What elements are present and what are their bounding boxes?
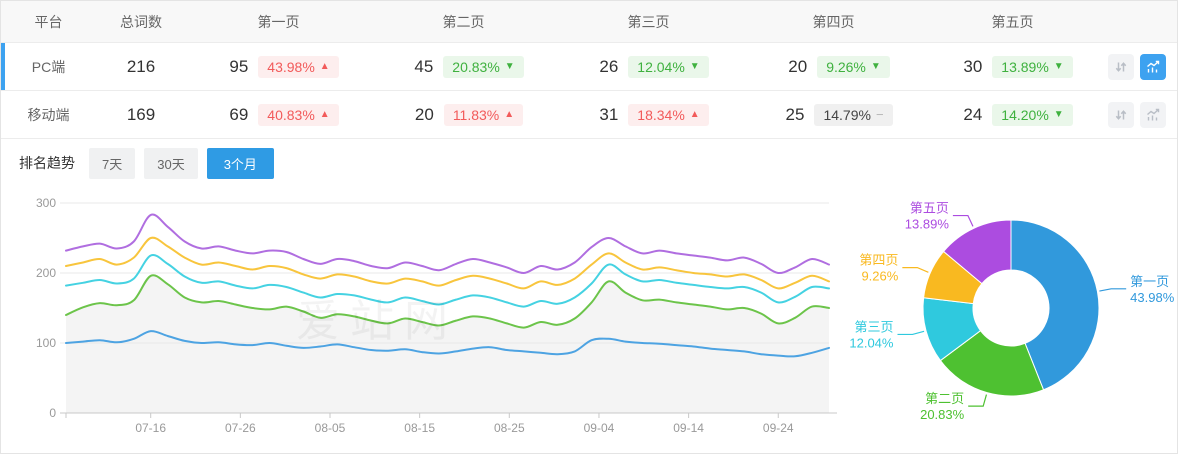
trend-arrow-icon: ▼	[1053, 108, 1064, 120]
trend-arrow-icon: ▲	[319, 108, 330, 120]
trend-arrow-icon: ▼	[870, 60, 881, 72]
page3-cell: 31 18.34% ▲	[556, 103, 741, 126]
svg-text:第五页: 第五页	[909, 201, 948, 216]
page2-count: 20	[414, 104, 434, 124]
page1-change-badge: 43.98% ▲	[258, 55, 339, 78]
trend-arrow-icon: ▼	[1053, 60, 1064, 72]
total-words-value: 216	[126, 56, 156, 76]
table-header: 平台 总词数 第一页 第二页 第三页 第四页 第五页	[1, 1, 1177, 43]
page3-change-badge: 12.04% ▼	[628, 55, 709, 78]
header-page-3: 第三页	[627, 13, 670, 30]
svg-text:09-24: 09-24	[763, 421, 794, 435]
svg-text:第四页: 第四页	[859, 253, 898, 268]
svg-text:07-26: 07-26	[225, 421, 256, 435]
svg-text:08-05: 08-05	[315, 421, 346, 435]
header-page-2: 第二页	[442, 13, 485, 30]
header-page-4: 第四页	[812, 13, 855, 30]
header-platform: 平台	[34, 13, 63, 30]
svg-text:09-04: 09-04	[584, 421, 615, 435]
header-total-words: 总词数	[120, 13, 162, 30]
header-page-1: 第一页	[257, 13, 300, 30]
svg-text:08-25: 08-25	[494, 421, 525, 435]
page3-cell: 26 12.04% ▼	[556, 55, 741, 78]
svg-text:300: 300	[36, 196, 56, 210]
charts-area: 0 100 200 300 07-16 07-26 08-05 08-15 08-25 09-04…	[1, 187, 1177, 453]
total-words-value: 169	[126, 104, 156, 124]
trend-arrow-icon: ▼	[689, 60, 700, 72]
page1-cell: 69 40.83% ▲	[186, 103, 371, 126]
page4-change-badge: 14.79% −	[814, 103, 893, 126]
sort-button[interactable]	[1108, 101, 1134, 128]
rank-trend-line-chart: 0 100 200 300 07-16 07-26 08-05 08-15 08-25 09-04…	[36, 196, 837, 435]
svg-text:12.04%: 12.04%	[849, 335, 894, 350]
svg-text:13.89%: 13.89%	[904, 217, 949, 232]
tab-30-days[interactable]: 30天	[144, 147, 198, 179]
platform-label: 移动端	[27, 106, 70, 123]
trend-arrow-icon: ▲	[319, 60, 330, 72]
page5-count: 24	[963, 104, 983, 124]
show-trend-chart-button[interactable]	[1140, 101, 1166, 128]
page1-change-badge: 40.83% ▲	[258, 103, 339, 126]
sort-arrows-icon	[1115, 61, 1127, 72]
trend-arrow-icon: ▲	[689, 108, 700, 120]
svg-text:200: 200	[36, 266, 56, 280]
platform-label: PC端	[31, 58, 66, 75]
trend-arrow-icon: −	[875, 107, 884, 122]
svg-text:43.98%: 43.98%	[1130, 290, 1175, 305]
page4-cell: 20 9.26% ▼	[741, 55, 926, 78]
trend-arrow-icon: ▼	[504, 60, 515, 72]
svg-text:07-16: 07-16	[135, 421, 166, 435]
svg-text:100: 100	[36, 336, 56, 350]
page4-count: 20	[788, 56, 808, 76]
page5-change-badge: 13.89% ▼	[992, 55, 1073, 78]
trend-toolbar: 排名趋势 7天 30天 3个月	[1, 139, 1177, 187]
sort-arrows-icon	[1115, 109, 1127, 120]
table-row-mobile[interactable]: 移动端 169 69 40.83% ▲ 20 11.83% ▲ 31 18.34% ▲…	[1, 91, 1177, 139]
tab-3-months[interactable]: 3个月	[206, 147, 274, 179]
trend-section-title: 排名趋势	[19, 155, 75, 171]
bar-trend-chart-icon	[1147, 60, 1160, 72]
page2-change-badge: 11.83% ▲	[443, 103, 524, 126]
page5-cell: 30 13.89% ▼	[926, 55, 1099, 78]
page1-count: 69	[229, 104, 249, 124]
page5-cell: 24 14.20% ▼	[926, 103, 1099, 126]
page5-count: 30	[963, 56, 983, 76]
page4-count: 25	[785, 104, 805, 124]
svg-text:9.26%: 9.26%	[861, 269, 898, 284]
page5-change-badge: 14.20% ▼	[992, 103, 1073, 126]
header-page-5: 第五页	[991, 13, 1034, 30]
bar-trend-chart-icon	[1147, 108, 1160, 120]
svg-text:20.83%: 20.83%	[920, 407, 965, 422]
svg-text:第一页: 第一页	[1130, 274, 1169, 289]
page3-change-badge: 18.34% ▲	[628, 103, 709, 126]
table-row-pc[interactable]: PC端 216 95 43.98% ▲ 45 20.83% ▼ 26 12.04% ▼…	[1, 43, 1177, 91]
show-trend-chart-button[interactable]	[1140, 53, 1166, 80]
page3-count: 26	[599, 56, 619, 76]
page4-change-badge: 9.26% ▼	[817, 55, 890, 78]
trend-arrow-icon: ▲	[504, 108, 515, 120]
tab-7-days[interactable]: 7天	[89, 147, 136, 179]
page2-cell: 20 11.83% ▲	[371, 103, 556, 126]
svg-text:0: 0	[49, 406, 56, 420]
page1-cell: 95 43.98% ▲	[186, 55, 371, 78]
page4-cell: 25 14.79% −	[741, 103, 926, 126]
svg-text:09-14: 09-14	[673, 421, 704, 435]
page2-count: 45	[414, 56, 434, 76]
page1-count: 95	[229, 56, 249, 76]
svg-text:第二页: 第二页	[925, 391, 964, 406]
sort-button[interactable]	[1108, 53, 1134, 80]
svg-text:08-15: 08-15	[404, 421, 435, 435]
svg-text:第三页: 第三页	[854, 319, 893, 334]
page2-change-badge: 20.83% ▼	[443, 55, 524, 78]
page3-count: 31	[599, 104, 619, 124]
page2-cell: 45 20.83% ▼	[371, 55, 556, 78]
